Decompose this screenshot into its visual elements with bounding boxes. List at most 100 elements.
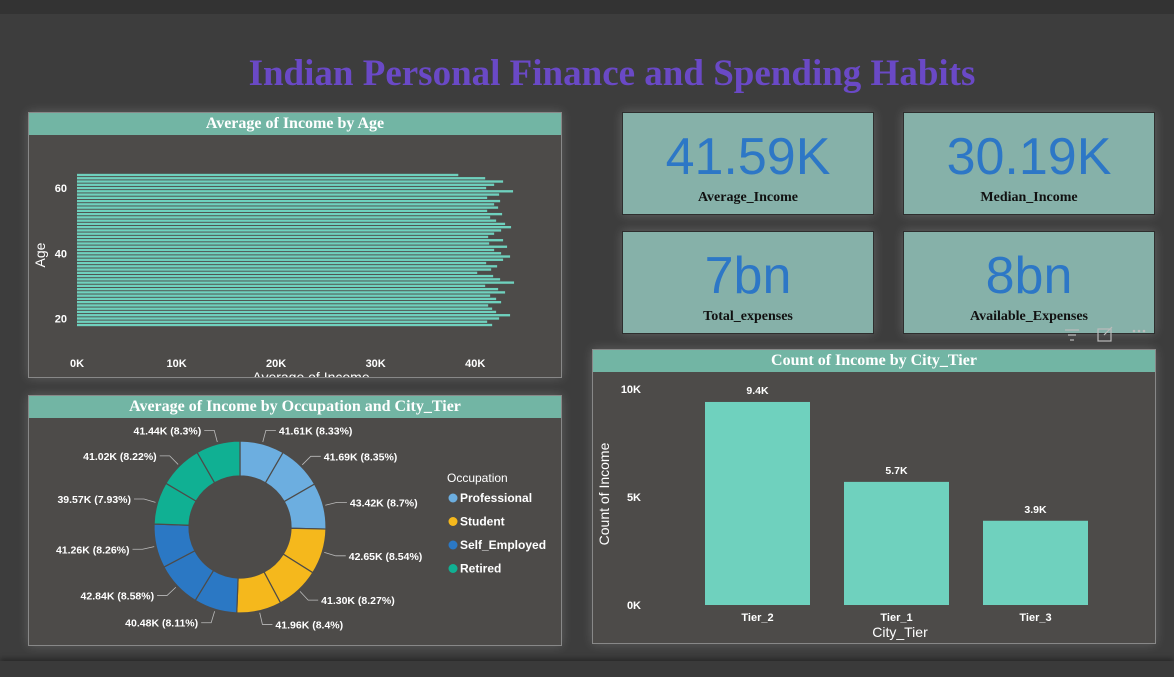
age-bar: [77, 268, 492, 271]
age-bar: [77, 320, 488, 323]
donut-slice-label: 41.26K (8.26%): [56, 544, 130, 556]
donut-leader-line: [262, 430, 276, 443]
occupation-donut-chart: 41.61K (8.33%) 41.69K (8.35%) 43.42K (8.7%…: [56, 425, 546, 631]
more-options-icon[interactable]: [1132, 329, 1146, 333]
y-tick-label: 0K: [627, 600, 641, 612]
legend-item-self_employed: Self_Employed: [460, 538, 546, 552]
donut-leader-line: [134, 498, 156, 503]
age-bar: [77, 252, 502, 255]
age-bar: [77, 219, 497, 222]
legend-marker: [448, 493, 458, 503]
city-tier-bar: [705, 401, 810, 605]
page-title: Indian Personal Finance and Spending Hab…: [248, 53, 976, 94]
legend-item-retired: Retired: [460, 562, 501, 576]
age-bar: [77, 294, 491, 297]
age-bar: [77, 271, 478, 274]
age-bar: [77, 261, 487, 265]
age-bar: [77, 222, 506, 226]
donut-leader-line: [324, 551, 346, 557]
x-tick-label: 0K: [70, 358, 84, 370]
donut-slice-label: 39.57K (7.93%): [57, 494, 131, 506]
age-bar: [77, 284, 486, 288]
bar-data-label: 5.7K: [885, 465, 908, 477]
age-bar: [77, 255, 511, 258]
age-bar: [77, 206, 499, 209]
age-bar: [77, 310, 497, 314]
donut-slice-label: 41.69K (8.35%): [324, 451, 398, 463]
donut-slice-label: 43.42K (8.7%): [350, 497, 418, 509]
age-bar: [77, 301, 502, 304]
donut-slice-label: 41.96K (8.4%): [275, 619, 343, 631]
y-tick-label: 60: [55, 183, 67, 195]
x-axis-label: Average of Income: [252, 369, 369, 377]
city-tier-bar: [983, 520, 1088, 605]
city-tier-chart: 9.4K Tier_2 5.7K Tier_1 3.9K Tier_3 0K 5K 10K Cit…: [596, 384, 1088, 640]
age-bar: [77, 199, 501, 203]
age-bar: [77, 287, 499, 291]
legend-item-student: Student: [460, 515, 505, 529]
age-income-title: Average of Income by Age: [29, 113, 561, 135]
donut-slice-label: 41.61K (8.33%): [279, 425, 353, 437]
age-income-panel[interactable]: Average of Income by Age 0K 10K 20K 30K 40K 2…: [28, 112, 562, 378]
donut-leader-line: [299, 591, 319, 601]
donut-slice-label: 41.30K (8.27%): [321, 595, 395, 607]
y-tick-label: 40: [55, 248, 67, 260]
y-tick-label: 5K: [627, 492, 641, 504]
x-tick-label: 20K: [266, 358, 286, 370]
age-bar: [77, 186, 487, 190]
focus-mode-icon[interactable]: [1097, 326, 1113, 342]
age-bar: [77, 190, 514, 193]
age-bar: [77, 323, 493, 327]
age-bar: [77, 245, 508, 248]
age-bar: [77, 314, 511, 317]
age-bar: [77, 209, 488, 213]
donut-leader-line: [132, 546, 155, 550]
y-tick-label: 10K: [621, 384, 641, 396]
age-bar: [77, 317, 500, 320]
bottom-bar: [0, 661, 1174, 677]
y-axis-label: Age: [32, 242, 48, 267]
x-tick-label: Tier_1: [880, 612, 912, 624]
age-bar: [77, 281, 515, 284]
legend-marker: [448, 540, 458, 550]
city-tier-panel[interactable]: Count of Income by City_Tier 9.4K Tier_2 5…: [592, 349, 1156, 644]
age-bar: [77, 177, 486, 180]
occupation-income-panel[interactable]: Average of Income by Occupation and City…: [28, 395, 562, 646]
filter-icon[interactable]: [1065, 329, 1079, 341]
age-bar: [77, 216, 491, 219]
kpi-total-expenses: 7bn Total_expenses: [622, 231, 874, 334]
kpi-available-expenses-value: 8bn: [985, 247, 1073, 305]
kpi-average-income-label: Average_Income: [697, 190, 799, 205]
bar-data-label: 9.4K: [746, 385, 769, 397]
city-tier-bar: [844, 481, 949, 605]
kpi-median-income-value: 30.19K: [946, 128, 1112, 186]
donut-slice-label: 42.84K (8.58%): [81, 590, 155, 602]
legend-item-professional: Professional: [460, 491, 532, 505]
age-bar: [77, 183, 495, 186]
age-bar: [77, 304, 489, 307]
x-tick-label: 40K: [465, 358, 485, 370]
kpi-available-expenses-label: Available_Expenses: [970, 309, 1088, 324]
occupation-income-title: Average of Income by Occupation and City…: [29, 396, 561, 418]
x-axis-label: City_Tier: [872, 624, 928, 640]
kpi-total-expenses-value: 7bn: [704, 247, 792, 305]
age-bar: [77, 232, 495, 235]
x-tick-label: 10K: [166, 358, 186, 370]
legend-marker: [448, 564, 458, 573]
x-tick-label: Tier_2: [741, 612, 773, 624]
age-bar: [77, 297, 497, 301]
donut-leader-line: [201, 611, 215, 624]
age-bar: [77, 173, 459, 177]
donut-slice: [196, 440, 241, 484]
age-bar: [77, 274, 494, 278]
donut-slice-label: 41.44K (8.3%): [134, 425, 202, 437]
age-bar: [77, 203, 495, 206]
donut-slice-label: 42.65K (8.54%): [349, 551, 423, 563]
age-bar: [77, 235, 489, 239]
kpi-total-expenses-label: Total_expenses: [703, 309, 793, 324]
age-bar: [77, 265, 498, 268]
kpi-median-income-label: Median_Income: [980, 190, 1078, 205]
kpi-average-income: 41.59K Average_Income: [622, 112, 874, 215]
top-bar: [0, 0, 1174, 14]
age-income-chart: 0K 10K 20K 30K 40K 20 40 60 Average of Income Age: [32, 173, 515, 377]
